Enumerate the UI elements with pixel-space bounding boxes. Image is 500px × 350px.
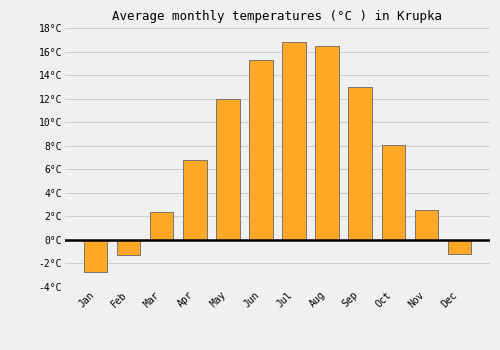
- Bar: [382, 145, 404, 240]
- Bar: [348, 87, 372, 240]
- Bar: [448, 240, 470, 254]
- Bar: [150, 212, 174, 240]
- Title: Average monthly temperatures (°C ) in Krupka: Average monthly temperatures (°C ) in Kr…: [112, 10, 442, 23]
- Bar: [250, 60, 272, 240]
- Bar: [216, 99, 240, 240]
- Bar: [316, 46, 338, 240]
- Bar: [282, 42, 306, 240]
- Bar: [414, 210, 438, 240]
- Bar: [184, 160, 206, 240]
- Bar: [118, 240, 141, 255]
- Bar: [84, 240, 108, 272]
